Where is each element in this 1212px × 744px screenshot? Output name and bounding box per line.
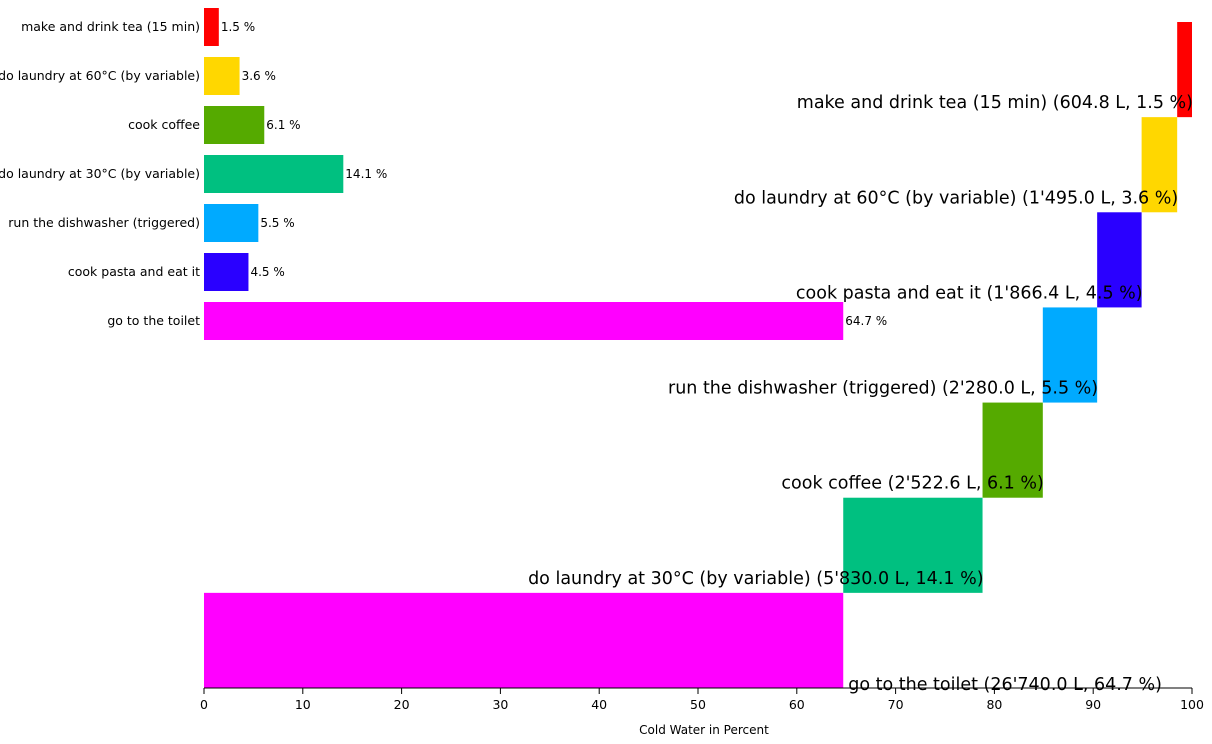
category-label: cook pasta and eat it	[68, 264, 200, 279]
bar	[204, 155, 344, 193]
bar	[204, 106, 265, 144]
x-tick-label: 70	[888, 697, 904, 712]
category-label: run the dishwasher (triggered)	[8, 215, 200, 230]
x-tick-label: 30	[492, 697, 508, 712]
waterfall-label: run the dishwasher (triggered) (2'280.0 …	[668, 379, 1098, 399]
x-tick-label: 50	[690, 697, 706, 712]
x-tick-label: 40	[591, 697, 607, 712]
x-tick-label: 80	[986, 697, 1002, 712]
category-label: make and drink tea (15 min)	[21, 19, 200, 34]
category-label: do laundry at 30°C (by variable)	[0, 166, 200, 181]
category-label: do laundry at 60°C (by variable)	[0, 68, 200, 83]
waterfall-bar	[1042, 307, 1098, 403]
waterfall-bar	[1141, 117, 1178, 213]
x-tick-label: 60	[789, 697, 805, 712]
waterfall-label: do laundry at 60°C (by variable) (1'495.…	[734, 188, 1178, 208]
value-label: 64.7 %	[845, 314, 887, 328]
waterfall-label: go to the toilet (26'740.0 L, 64.7 %)	[848, 675, 1162, 695]
bar	[204, 8, 219, 46]
waterfall-label: make and drink tea (15 min) (604.8 L, 1.…	[797, 93, 1193, 113]
value-label: 5.5 %	[260, 216, 294, 230]
x-tick-label: 10	[295, 697, 311, 712]
bar-group: make and drink tea (15 min) 1.5 % do laund…	[0, 8, 887, 340]
bar	[204, 57, 240, 95]
x-axis-title: Cold Water in Percent	[639, 723, 769, 737]
value-label: 1.5 %	[221, 20, 255, 34]
value-label: 3.6 %	[242, 69, 276, 83]
waterfall-bar	[1177, 22, 1192, 118]
bar	[204, 204, 259, 242]
x-tick-label: 20	[394, 697, 410, 712]
waterfall-label: cook pasta and eat it (1'866.4 L, 4.5 %)	[796, 283, 1143, 303]
category-label: cook coffee	[128, 117, 200, 132]
category-label: go to the toilet	[107, 313, 200, 328]
waterfall-label: cook coffee (2'522.6 L, 6.1 %)	[781, 474, 1043, 494]
waterfall-bar	[843, 497, 983, 593]
waterfall-label: do laundry at 30°C (by variable) (5'830.…	[528, 569, 983, 589]
x-tick-label: 100	[1180, 697, 1204, 712]
x-tick-label: 0	[200, 697, 208, 712]
value-label: 6.1 %	[266, 118, 300, 132]
x-tick-label: 90	[1085, 697, 1101, 712]
bar	[204, 302, 844, 340]
waterfall-group: go to the toilet (26'740.0 L, 64.7 %) do …	[204, 22, 1193, 695]
waterfall-bar	[204, 592, 844, 688]
waterfall-bar	[982, 402, 1043, 498]
value-label: 4.5 %	[250, 265, 284, 279]
value-label: 14.1 %	[345, 167, 387, 181]
bar	[204, 253, 249, 291]
waterfall-bar	[1097, 212, 1142, 308]
x-axis: 0 10 20 30 40 50 60 70 80 90 100	[200, 687, 1204, 712]
